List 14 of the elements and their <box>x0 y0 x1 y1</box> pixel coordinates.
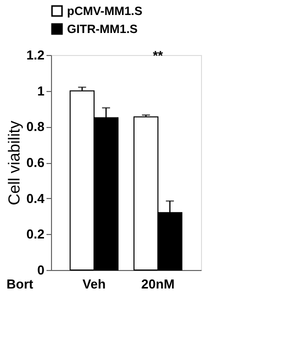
legend-label: pCMV-MM1.S <box>67 4 142 18</box>
legend-label: GITR-MM1.S <box>67 22 138 36</box>
y-tick-label: 0.8 <box>26 119 44 134</box>
x-tick-label: Veh <box>82 276 106 292</box>
y-tick-label: 0 <box>37 262 44 278</box>
x-tick-label: 20nM <box>141 276 175 292</box>
y-axis-title: Cell viability <box>6 120 24 206</box>
y-tick-label: 0.6 <box>26 155 44 170</box>
annotation: ** <box>152 48 164 63</box>
y-tick-label: 0.4 <box>26 190 46 206</box>
x-axis-title: Bort <box>6 276 34 292</box>
y-tick-label: 1.2 <box>26 48 44 62</box>
y-tick-label: 0.2 <box>26 226 44 242</box>
y-tick-label: 1 <box>37 83 44 98</box>
